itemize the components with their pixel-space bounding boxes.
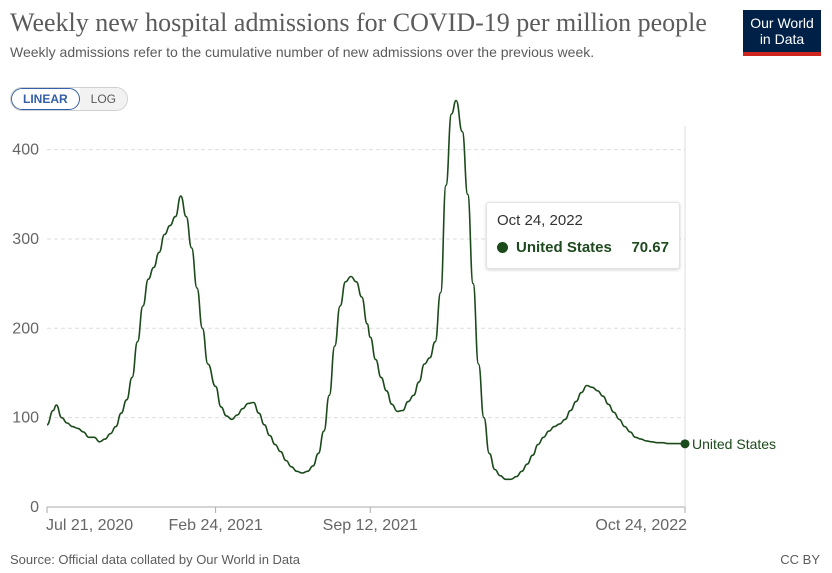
scale-toggle: LINEAR LOG xyxy=(10,87,129,111)
x-tick-label: Jul 21, 2020 xyxy=(46,517,133,534)
y-tick-label: 400 xyxy=(12,142,39,159)
log-scale-button[interactable]: LOG xyxy=(79,88,128,110)
x-tick-label: Sep 12, 2021 xyxy=(323,517,418,534)
series-dot-icon xyxy=(497,242,508,253)
tooltip-value: 70.67 xyxy=(631,239,669,256)
tooltip-series-name: United States xyxy=(516,239,612,256)
logo-line-2: in Data xyxy=(759,31,805,47)
y-axis: 0 100 200 300 400 xyxy=(12,142,39,516)
tooltip-row: United States 70.67 xyxy=(497,239,669,256)
hover-tooltip: Oct 24, 2022 United States 70.67 xyxy=(486,202,680,269)
chart-subtitle: Weekly admissions refer to the cumulativ… xyxy=(10,44,595,60)
y-tick-label: 100 xyxy=(12,410,39,427)
series-end-marker[interactable] xyxy=(680,439,690,449)
x-tick-label: Feb 24, 2021 xyxy=(168,517,262,534)
y-tick-label: 300 xyxy=(12,231,39,248)
series-end-label[interactable]: United States xyxy=(692,436,776,452)
source-note: Source: Official data collated by Our Wo… xyxy=(10,552,300,567)
x-tick-label: Oct 24, 2022 xyxy=(595,517,687,534)
owid-logo[interactable]: Our World in Data xyxy=(743,10,821,56)
license-link[interactable]: CC BY xyxy=(780,552,820,567)
gridlines xyxy=(47,126,686,508)
chart-title: Weekly new hospital admissions for COVID… xyxy=(10,8,707,37)
linear-scale-button[interactable]: LINEAR xyxy=(11,88,80,110)
y-tick-label: 200 xyxy=(12,320,39,337)
logo-line-1: Our World xyxy=(750,15,814,31)
x-axis: Jul 21, 2020 Feb 24, 2021 Sep 12, 2021 Oct … xyxy=(46,507,687,534)
tooltip-date: Oct 24, 2022 xyxy=(497,212,583,229)
series-line-united-states[interactable] xyxy=(46,99,686,481)
series-lines: United States xyxy=(46,99,776,481)
y-tick-label: 0 xyxy=(30,499,39,516)
